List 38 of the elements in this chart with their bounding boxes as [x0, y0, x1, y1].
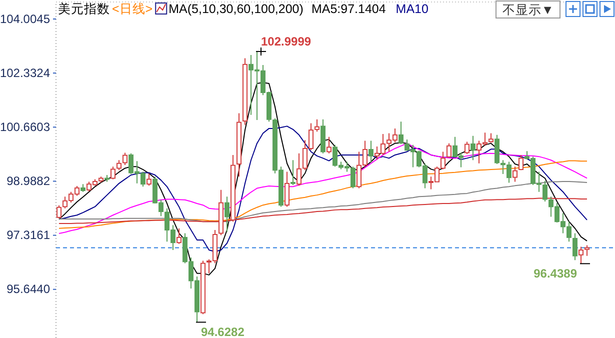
y-tick-label: 100.6603	[0, 120, 50, 134]
candlestick	[284, 171, 290, 208]
candlestick	[368, 140, 374, 164]
candlestick	[146, 172, 152, 186]
candlestick	[56, 204, 62, 219]
annotation: 96.4389	[534, 266, 578, 281]
line-series	[58, 142, 588, 234]
y-tick-label: 97.3161	[6, 228, 50, 242]
candlestick	[110, 166, 116, 180]
chart-subtitle: <日线>	[112, 2, 153, 16]
candlestick	[326, 136, 332, 154]
text: MA10	[396, 2, 428, 16]
chart-title: 美元指数	[58, 1, 110, 16]
candlestick	[512, 166, 518, 182]
candlestick	[470, 135, 476, 161]
candlestick	[224, 196, 230, 232]
y-tick-label: 98.9882	[6, 174, 50, 188]
y-tick-label: 104.0045	[0, 12, 50, 26]
line-series	[58, 126, 588, 252]
candlestick	[518, 154, 524, 171]
candlestick	[296, 152, 302, 186]
candlestick	[488, 132, 494, 144]
candlestick	[176, 228, 182, 244]
candlestick	[290, 160, 296, 186]
candlestick	[116, 160, 122, 171]
candlestick	[494, 134, 500, 165]
text: MA5:97.1404	[311, 2, 386, 16]
candlestick	[446, 142, 452, 158]
annotation: MA(5,10,30,60,100,200)	[168, 2, 304, 16]
candlestick	[122, 152, 128, 166]
annotation: 94.6282	[201, 325, 245, 338]
candlestick	[572, 232, 578, 261]
y-tick-label: 95.6440	[6, 282, 50, 296]
annotation: 102.9999	[261, 34, 312, 48]
candlestick	[398, 121, 404, 144]
y-tick-label: 102.3324	[0, 66, 50, 80]
annotation: 不显示▼	[502, 3, 554, 17]
candlestick	[464, 141, 470, 154]
